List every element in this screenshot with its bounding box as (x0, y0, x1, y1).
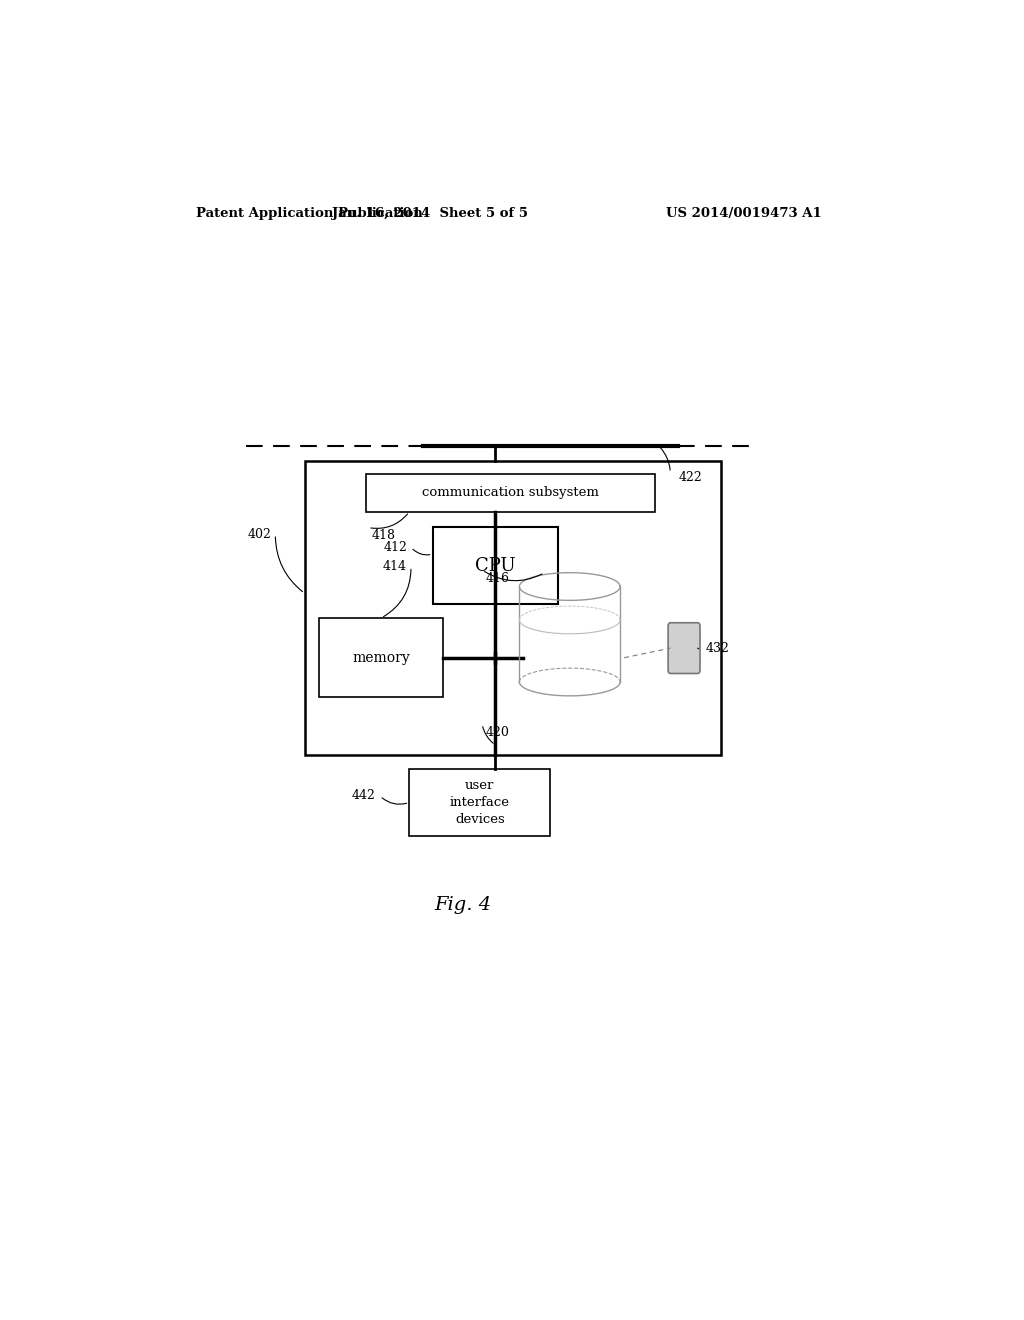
Text: 420: 420 (486, 726, 510, 739)
Text: CPU: CPU (475, 557, 516, 574)
Text: 402: 402 (248, 528, 271, 541)
Text: user
interface
devices: user interface devices (450, 779, 510, 826)
FancyBboxPatch shape (668, 623, 700, 673)
Text: 416: 416 (486, 572, 510, 585)
Text: 414: 414 (383, 560, 407, 573)
Text: communication subsystem: communication subsystem (422, 487, 599, 499)
Bar (366, 474, 655, 512)
Bar (432, 527, 558, 605)
Text: Fig. 4: Fig. 4 (434, 896, 492, 915)
Text: 442: 442 (352, 789, 376, 803)
Text: memory: memory (352, 651, 410, 665)
Text: 412: 412 (383, 541, 407, 554)
Text: 432: 432 (706, 643, 729, 656)
Text: Patent Application Publication: Patent Application Publication (197, 207, 423, 220)
Bar (319, 618, 442, 697)
Bar (305, 461, 721, 755)
Bar (410, 770, 550, 836)
Text: 422: 422 (678, 471, 702, 484)
Text: US 2014/0019473 A1: US 2014/0019473 A1 (667, 207, 822, 220)
Text: Jan. 16, 2014  Sheet 5 of 5: Jan. 16, 2014 Sheet 5 of 5 (332, 207, 528, 220)
Text: 418: 418 (372, 529, 396, 543)
